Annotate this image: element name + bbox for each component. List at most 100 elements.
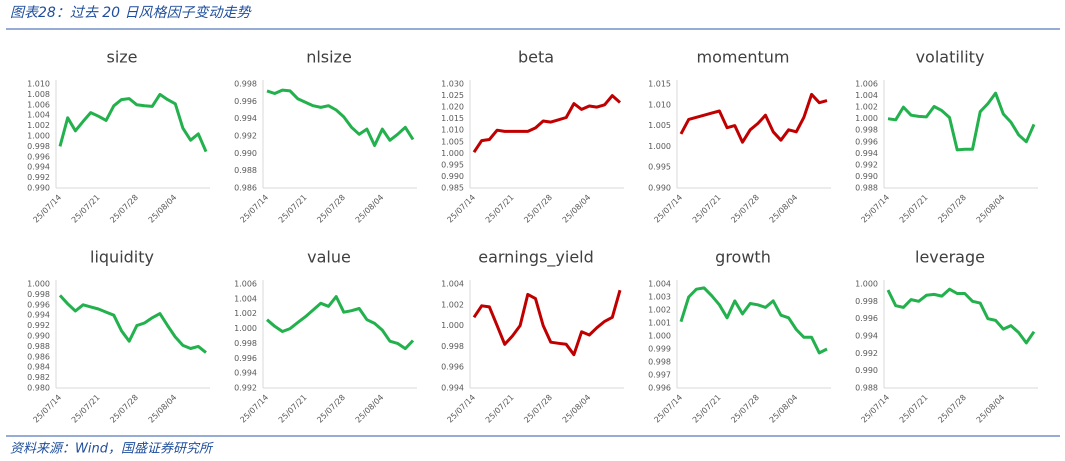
panel-title: growth [715, 248, 771, 267]
y-tick-label: 0.998 [27, 142, 50, 151]
x-tick-label: 25/07/21 [277, 393, 309, 425]
y-tick-label: 1.002 [648, 306, 671, 315]
x-tick-label: 25/08/04 [975, 193, 1007, 225]
y-tick-label: 0.990 [27, 332, 50, 341]
x-tick-label: 25/07/14 [31, 193, 63, 225]
y-tick-label: 0.994 [27, 311, 50, 320]
panel-title: leverage [915, 248, 985, 267]
x-tick-label: 25/07/28 [936, 193, 968, 225]
y-tick-label: 0.996 [234, 354, 257, 363]
x-tick-label: 25/07/28 [522, 193, 554, 225]
x-tick-label: 25/07/14 [445, 393, 477, 425]
x-tick-label: 25/08/04 [147, 393, 179, 425]
x-tick-label: 25/07/21 [484, 393, 516, 425]
x-tick-label: 25/08/04 [354, 193, 386, 225]
y-tick-label: 1.015 [648, 80, 671, 89]
x-tick-label: 25/07/21 [691, 193, 723, 225]
panel-title: value [307, 248, 351, 267]
panel-title: earnings_yield [478, 248, 594, 268]
panel-title: nlsize [306, 48, 352, 67]
y-tick-label: 0.995 [441, 160, 464, 169]
y-tick-label: 0.980 [27, 384, 50, 393]
y-tick-label: 0.998 [441, 342, 464, 351]
x-tick-label: 25/08/04 [147, 193, 179, 225]
y-tick-label: 1.000 [27, 280, 50, 289]
x-tick-label: 25/08/04 [561, 393, 593, 425]
y-tick-label: 1.010 [648, 100, 671, 109]
y-tick-label: 0.998 [855, 126, 878, 135]
y-tick-label: 1.002 [855, 103, 878, 112]
y-tick-label: 0.988 [27, 342, 50, 351]
series-line [266, 88, 415, 147]
y-tick-label: 0.998 [648, 358, 671, 367]
x-tick-label: 25/07/14 [652, 193, 684, 225]
x-tick-label: 25/07/14 [238, 193, 270, 225]
x-tick-label: 25/08/04 [354, 393, 386, 425]
y-tick-label: 1.000 [648, 142, 671, 151]
y-tick-label: 0.996 [27, 152, 50, 161]
y-tick-label: 0.994 [855, 332, 878, 341]
y-tick-label: 1.004 [27, 111, 50, 120]
series-line [886, 287, 1036, 345]
y-tick-label: 0.996 [855, 314, 878, 323]
panel-title: liquidity [90, 248, 154, 267]
x-tick-label: 25/07/21 [70, 193, 102, 225]
y-tick-label: 0.992 [855, 349, 878, 358]
x-tick-label: 25/07/28 [729, 193, 761, 225]
y-tick-label: 0.994 [27, 163, 50, 172]
x-tick-label: 25/07/28 [729, 393, 761, 425]
x-tick-label: 25/07/14 [238, 393, 270, 425]
y-tick-label: 0.995 [648, 163, 671, 172]
x-tick-label: 25/07/14 [31, 393, 63, 425]
y-tick-label: 1.003 [648, 293, 671, 302]
y-tick-label: 1.005 [441, 137, 464, 146]
y-tick-label: 1.006 [27, 100, 50, 109]
y-tick-label: 0.990 [855, 366, 878, 375]
y-tick-label: 1.002 [234, 309, 257, 318]
y-tick-label: 1.001 [648, 319, 671, 328]
panel-title: beta [518, 48, 554, 67]
x-tick-label: 25/07/14 [859, 393, 891, 425]
x-tick-label: 25/07/14 [652, 393, 684, 425]
panel-title: size [106, 48, 137, 67]
y-tick-label: 0.994 [234, 369, 257, 378]
x-tick-label: 25/07/14 [445, 193, 477, 225]
series-line [472, 289, 622, 357]
x-tick-label: 25/07/28 [936, 393, 968, 425]
x-tick-label: 25/07/21 [898, 193, 930, 225]
y-tick-label: 1.000 [855, 280, 878, 289]
y-tick-label: 0.992 [27, 321, 50, 330]
series-line [472, 94, 622, 154]
y-tick-label: 1.000 [441, 149, 464, 158]
x-tick-label: 25/07/14 [859, 193, 891, 225]
figure-title: 图表28：过去 20 日风格因子变动走势 [10, 5, 253, 21]
y-tick-label: 0.998 [27, 290, 50, 299]
y-tick-label: 0.990 [27, 184, 50, 193]
y-tick-label: 0.992 [234, 384, 257, 393]
x-tick-label: 25/07/28 [108, 193, 140, 225]
x-tick-label: 25/07/28 [108, 393, 140, 425]
x-tick-label: 25/07/21 [898, 393, 930, 425]
x-tick-label: 25/07/28 [315, 393, 347, 425]
y-tick-label: 1.006 [234, 280, 257, 289]
y-tick-label: 0.992 [234, 132, 257, 141]
series-line [266, 295, 415, 351]
y-tick-label: 0.990 [441, 172, 464, 181]
y-tick-label: 1.010 [441, 126, 464, 135]
y-tick-label: 1.000 [27, 132, 50, 141]
series-line [58, 294, 207, 354]
y-tick-label: 0.996 [855, 137, 878, 146]
y-tick-label: 1.004 [648, 280, 671, 289]
x-tick-label: 25/08/04 [975, 393, 1007, 425]
y-tick-label: 0.997 [648, 371, 671, 380]
y-tick-label: 0.985 [441, 184, 464, 193]
y-tick-label: 1.030 [441, 80, 464, 89]
y-tick-label: 1.008 [27, 90, 50, 99]
y-tick-label: 0.996 [441, 363, 464, 372]
x-tick-label: 25/07/21 [70, 393, 102, 425]
y-tick-label: 0.994 [855, 149, 878, 158]
y-tick-label: 1.010 [27, 80, 50, 89]
y-tick-label: 0.992 [855, 160, 878, 169]
y-tick-label: 0.990 [855, 172, 878, 181]
